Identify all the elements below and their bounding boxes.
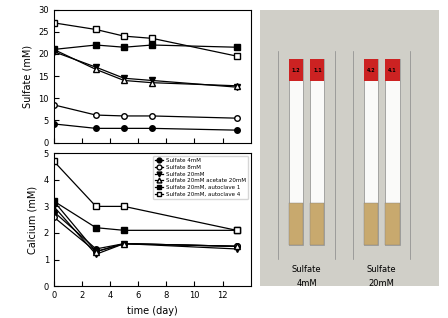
Text: 1.1: 1.1	[313, 68, 322, 73]
Text: 1.2: 1.2	[292, 68, 300, 73]
Bar	[289, 59, 303, 81]
Bar	[310, 203, 324, 245]
Text: Sulfate: Sulfate	[367, 265, 396, 274]
Bar	[385, 203, 400, 245]
Text: Sulfate: Sulfate	[292, 265, 321, 274]
Legend: Sulfate 4mM, Sulfate 8mM, Sulfate 20mM, Sulfate 20mM acetate 20mM, Sulfate 20mM,: Sulfate 4mM, Sulfate 8mM, Sulfate 20mM, …	[153, 156, 248, 199]
Text: 4.1: 4.1	[388, 68, 397, 73]
Bar	[385, 59, 400, 245]
Bar	[364, 203, 378, 245]
Bar	[385, 59, 400, 81]
Y-axis label: Sulfate (mM): Sulfate (mM)	[23, 45, 33, 107]
Bar	[310, 59, 324, 245]
Text: 4.2: 4.2	[367, 68, 375, 73]
Bar	[289, 59, 303, 245]
X-axis label: time (day): time (day)	[127, 306, 177, 316]
Text: 4mM: 4mM	[296, 279, 317, 288]
Bar	[289, 203, 303, 245]
Bar	[310, 59, 324, 81]
Bar	[364, 59, 378, 245]
Bar	[364, 59, 378, 81]
Y-axis label: Calcium (mM): Calcium (mM)	[28, 186, 38, 254]
Text: 20mM: 20mM	[369, 279, 395, 288]
